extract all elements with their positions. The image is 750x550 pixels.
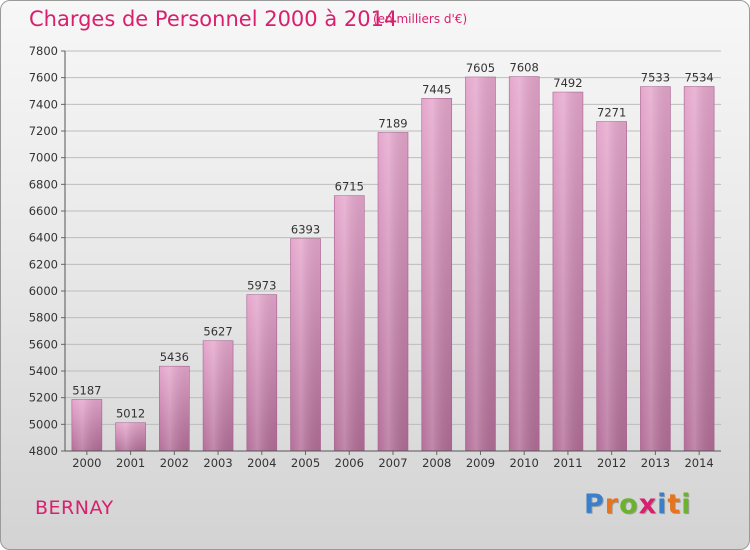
x-tick-label: 2007 [378, 456, 407, 470]
logo-letter: r [604, 489, 620, 520]
y-tick-label: 7200 [29, 124, 58, 138]
x-tick-label: 2010 [510, 456, 539, 470]
bar-shine [378, 132, 408, 451]
y-tick-label: 6600 [29, 204, 58, 218]
x-tick-label: 2009 [466, 456, 495, 470]
y-tick-label: 4800 [29, 444, 58, 458]
y-axis-ticks: 4800 5000 5200 5400 5600 5800 6000 6200 6400 6600… [29, 44, 65, 458]
data-label: 5436 [160, 350, 189, 364]
bar-shine [596, 121, 627, 452]
logo-letter: i [657, 489, 668, 520]
bar-shine [465, 77, 496, 451]
x-tick-label: 2011 [553, 456, 582, 470]
x-tick-label: 2000 [72, 456, 101, 470]
data-label: 5973 [247, 279, 276, 293]
x-tick-label: 2014 [684, 456, 713, 470]
bar-shine [159, 366, 190, 451]
x-tick-label: 2005 [291, 456, 320, 470]
y-tick-label: 7800 [29, 44, 58, 58]
data-label: 7189 [378, 116, 407, 130]
logo-letter: t [667, 489, 682, 520]
bar-shine [684, 86, 715, 451]
chart-subtitle: (en milliers d'€) [373, 12, 468, 26]
x-tick-label: 2002 [160, 456, 189, 470]
bar-shine [115, 422, 146, 451]
city-name: BERNAY [35, 497, 114, 519]
data-label: 6715 [335, 180, 364, 194]
y-tick-label: 6000 [29, 284, 58, 298]
bar-shine [71, 399, 102, 451]
y-tick-label: 5000 [29, 417, 58, 431]
x-tick-label: 2006 [335, 456, 364, 470]
x-tick-label: 2003 [203, 456, 232, 470]
bar-shine [509, 76, 540, 451]
bar-shine [246, 294, 277, 451]
data-label: 7533 [641, 71, 670, 85]
data-label: 6393 [291, 223, 320, 237]
bar-shine [290, 238, 321, 451]
data-label: 5627 [203, 325, 232, 339]
data-label: 5012 [116, 407, 145, 421]
y-tick-label: 7000 [29, 151, 58, 165]
x-tick-label: 2012 [597, 456, 626, 470]
data-label: 7445 [422, 82, 451, 96]
bar-shine [334, 195, 365, 451]
proxiti-logo: Proxiti [584, 489, 692, 520]
y-tick-label: 5200 [29, 391, 58, 405]
bar-shine [552, 92, 583, 452]
data-labels: 5187 5012 5436 5627 5973 6393 6715 7189 7445 7605… [72, 61, 714, 421]
data-label: 7608 [510, 61, 539, 75]
data-label: 7271 [597, 106, 626, 120]
y-tick-label: 5400 [29, 364, 58, 378]
data-label: 7534 [684, 70, 713, 84]
bar-shine [640, 86, 671, 451]
y-tick-label: 7600 [29, 71, 58, 85]
logo-letter: P [584, 489, 605, 520]
logo-letter: i [681, 489, 692, 520]
x-axis-ticks: 2000 2001 2002 2003 2004 2005 2006 2007 2008 2009… [72, 451, 714, 470]
x-tick-label: 2001 [116, 456, 145, 470]
bar-shine [421, 98, 452, 451]
logo-letter: o [619, 489, 639, 520]
bars [71, 76, 715, 452]
chart-title: Charges de Personnel 2000 à 2014 [29, 7, 398, 31]
data-label: 7605 [466, 61, 495, 75]
x-tick-label: 2008 [422, 456, 451, 470]
x-tick-label: 2013 [641, 456, 670, 470]
data-label: 5187 [72, 383, 101, 397]
y-tick-label: 6800 [29, 177, 58, 191]
y-tick-label: 7400 [29, 97, 58, 111]
axes [64, 51, 721, 452]
y-tick-label: 5800 [29, 311, 58, 325]
x-tick-label: 2004 [247, 456, 276, 470]
y-tick-label: 6200 [29, 257, 58, 271]
data-label: 7492 [553, 76, 582, 90]
y-tick-label: 6400 [29, 231, 58, 245]
bar-shine [203, 340, 234, 451]
logo-letter: x [638, 489, 658, 520]
y-tick-label: 5600 [29, 337, 58, 351]
